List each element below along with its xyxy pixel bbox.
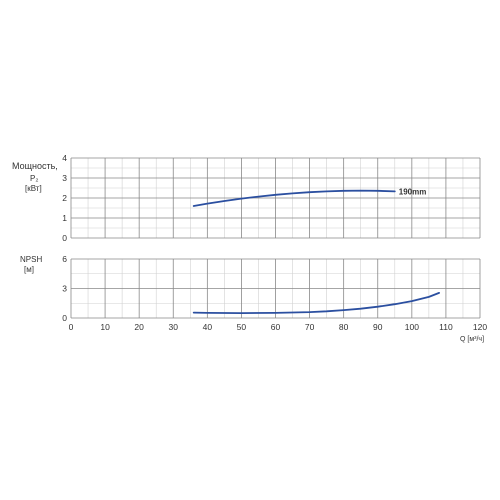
x-tick-label: 0 xyxy=(69,322,74,332)
x-tick-label: 30 xyxy=(169,322,179,332)
x-tick-label: 60 xyxy=(271,322,281,332)
x-tick-label: 20 xyxy=(134,322,144,332)
power-y-tick-label: 0 xyxy=(62,233,67,243)
power-y-tick-label: 3 xyxy=(62,173,67,183)
series-label-190mm: 190mm xyxy=(399,187,427,196)
npsh-y-tick-label: 0 xyxy=(62,313,67,323)
x-axis-label: Q [м³/ч] xyxy=(460,336,485,343)
x-tick-label: 120 xyxy=(473,322,487,332)
x-tick-label: 80 xyxy=(339,322,349,332)
npsh-curve-group xyxy=(192,291,441,315)
x-tick-label: 10 xyxy=(100,322,110,332)
x-tick-label: 100 xyxy=(405,322,419,332)
power-curve-group xyxy=(192,189,396,207)
npsh-y-tick-label: 6 xyxy=(62,254,67,264)
x-tick-label: 70 xyxy=(305,322,315,332)
power-title: Мощность, xyxy=(12,161,58,171)
x-tick-label: 90 xyxy=(373,322,383,332)
x-tick-label: 40 xyxy=(203,322,213,332)
npsh-curve xyxy=(192,291,441,315)
power-y-tick-label: 2 xyxy=(62,193,67,203)
npsh-grid xyxy=(70,258,481,319)
power-grid xyxy=(70,157,481,239)
power-curve-190mm xyxy=(192,189,396,207)
power-y-tick-label: 4 xyxy=(62,153,67,163)
power-symbol: P₂ xyxy=(30,174,39,183)
npsh-unit-label: [м] xyxy=(24,265,34,274)
x-tick-label: 110 xyxy=(439,322,453,332)
x-tick-label: 50 xyxy=(237,322,247,332)
npsh-y-tick-label: 3 xyxy=(62,284,67,294)
npsh-title: NPSH xyxy=(20,255,43,264)
power-y-tick-label: 1 xyxy=(62,213,67,223)
power-unit-label: [кВт] xyxy=(25,184,42,193)
